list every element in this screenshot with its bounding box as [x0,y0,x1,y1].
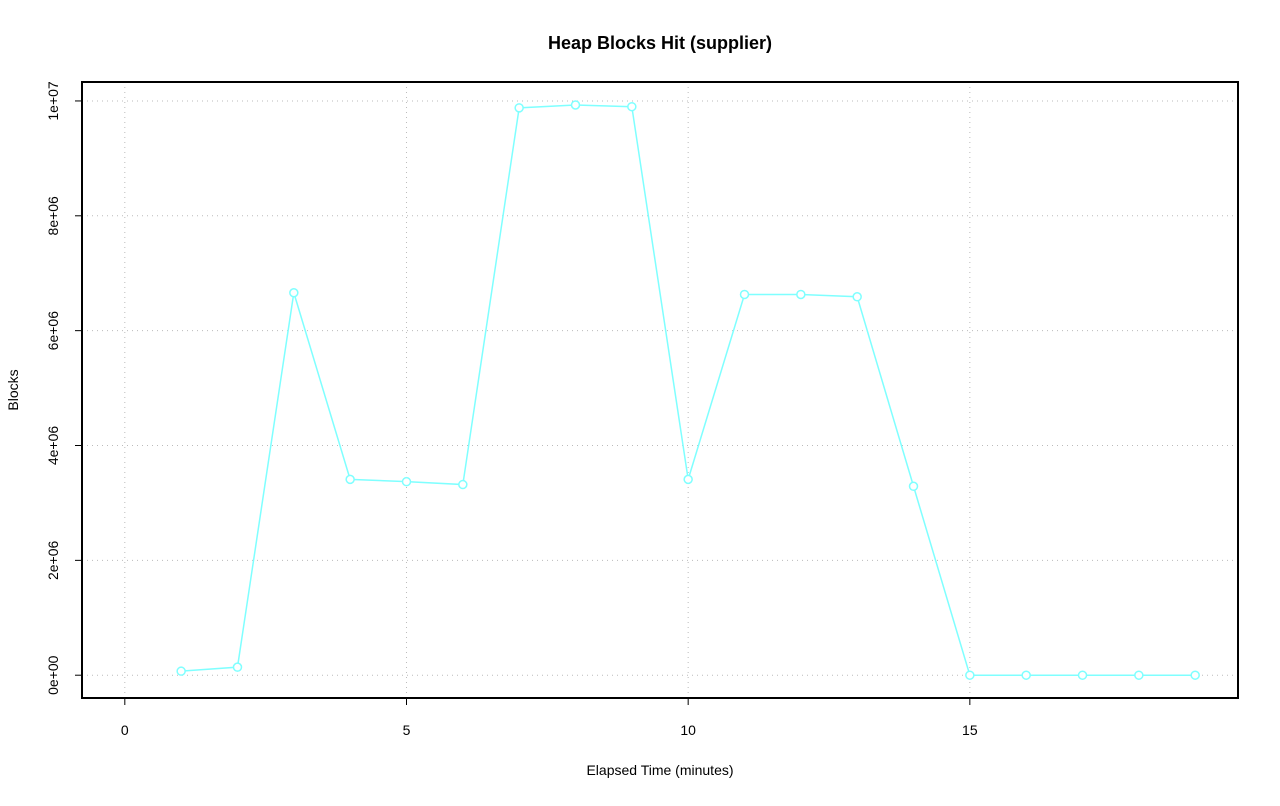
point [570,100,581,110]
y-axis-label: Blocks [5,369,21,410]
x-tick-label: 5 [403,722,411,738]
point [232,662,243,672]
x-tick-label: 10 [680,722,696,738]
y-tick-label: 4e+06 [45,426,61,466]
y-tick-label: 1e+07 [45,81,61,121]
point [627,101,637,112]
point [908,481,919,492]
point [458,479,468,490]
point [1077,670,1088,680]
chart-title: Heap Blocks Hit (supplier) [548,33,772,53]
y-tick-label: 8e+06 [45,196,61,236]
point [289,288,299,298]
y-tick-label: 2e+06 [45,540,61,580]
point [965,670,975,680]
x-axis-label: Elapsed Time (minutes) [586,762,733,778]
point [739,289,750,300]
point [514,103,524,113]
x-tick-label: 15 [962,722,978,738]
plot-frame [81,81,1239,699]
x-tick-label: 0 [121,722,129,738]
point [401,476,412,487]
point [683,474,693,485]
point [1021,670,1031,680]
y-tick-label: 6e+06 [45,311,61,351]
point [852,292,862,302]
point [345,474,355,485]
point [796,289,806,300]
point [176,666,186,676]
point [1190,670,1200,680]
point [1134,670,1144,680]
y-tick-label: 0e+00 [45,655,61,695]
